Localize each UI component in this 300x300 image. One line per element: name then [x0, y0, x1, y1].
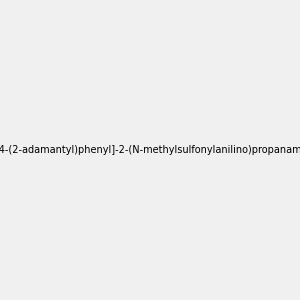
- Text: N-[4-(2-adamantyl)phenyl]-2-(N-methylsulfonylanilino)propanamide: N-[4-(2-adamantyl)phenyl]-2-(N-methylsul…: [0, 145, 300, 155]
